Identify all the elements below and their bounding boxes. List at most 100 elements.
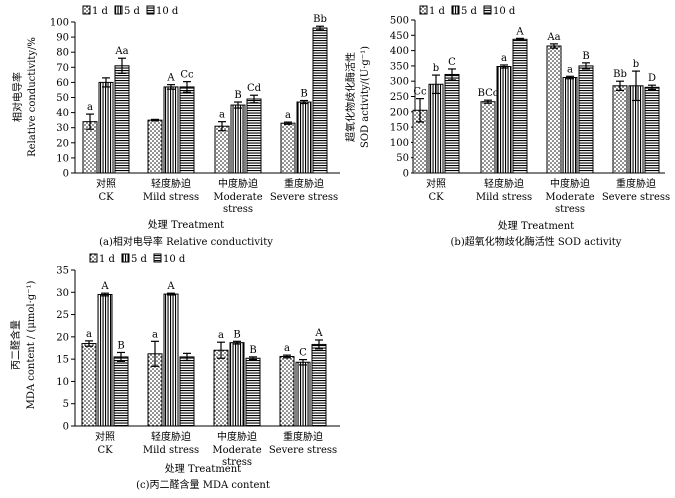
- bar-10d-3: [578, 65, 594, 174]
- category-label-zh: 轻度胁迫: [151, 177, 191, 190]
- y-tick-label: 80: [56, 48, 69, 59]
- category-label-zh: 轻度胁迫: [151, 430, 191, 443]
- significance-label: a: [86, 329, 92, 340]
- bar-5d-4: [296, 101, 312, 174]
- significance-label: B: [117, 340, 124, 351]
- y-tick-label: 50: [396, 153, 409, 164]
- significance-label: a: [219, 110, 225, 121]
- legend-swatch-5d: [114, 5, 123, 15]
- y-tick-label: 5: [63, 399, 69, 410]
- category-label-en: Moderate: [212, 445, 261, 456]
- category-label-zh: 对照: [95, 430, 115, 443]
- y-tick-label: 50: [56, 93, 69, 104]
- bar-1d-4: [612, 85, 628, 174]
- legend-label-1d: 1 d: [99, 254, 116, 265]
- significance-label: Cd: [247, 83, 262, 94]
- category-label-en: CK: [428, 192, 444, 203]
- significance-label: A: [314, 328, 323, 339]
- bar-5d-2: [163, 86, 179, 174]
- category-label-en: stress: [222, 457, 252, 468]
- significance-label: A: [515, 26, 524, 37]
- significance-label: C: [448, 57, 456, 68]
- significance-label: Aa: [546, 32, 560, 43]
- significance-label: C: [299, 348, 307, 359]
- y-tick-label: 250: [390, 92, 409, 103]
- legend-label-1d: 1 d: [429, 6, 446, 17]
- bar-10d-1: [114, 65, 130, 174]
- y-tick-label: 100: [390, 138, 409, 149]
- bar-5d-1: [98, 81, 114, 174]
- legend-swatch-10d: [153, 253, 162, 263]
- legend-label-10d: 10 d: [493, 6, 516, 17]
- legend-label-5d: 5 d: [461, 6, 478, 17]
- bar-10d-4: [312, 27, 328, 174]
- legend-swatch-1d: [89, 253, 98, 263]
- y-tick-label: 400: [390, 46, 409, 57]
- legend-swatch-10d: [146, 5, 155, 15]
- significance-label: Aa: [114, 46, 128, 57]
- y-tick-label: 25: [56, 310, 69, 321]
- significance-label: B: [234, 90, 241, 101]
- category-label-zh: 轻度胁迫: [484, 177, 524, 190]
- category-label-en: Moderate: [213, 192, 262, 203]
- bar-5d-3: [229, 342, 245, 427]
- bar-1d-3: [213, 349, 229, 427]
- category-label-en: CK: [98, 192, 114, 203]
- y-tick-label: 450: [390, 31, 409, 42]
- significance-label: BCc: [478, 88, 499, 99]
- y-tick-label: 150: [390, 123, 409, 134]
- significance-label: b: [433, 63, 439, 74]
- category-label-zh: 对照: [426, 177, 446, 190]
- panel-sod-activity: 超氧化物歧化酶活性 SOD activity/(U·g⁻¹) 处理 Treatm…: [344, 5, 670, 248]
- bar-5d-4: [295, 361, 311, 427]
- y-tick-label: 90: [56, 33, 69, 44]
- panel-caption: (c)丙二醛含量 MDA content: [136, 478, 270, 491]
- category-label-en: Severe stress: [270, 192, 338, 203]
- bar-1d-2: [480, 101, 496, 174]
- y-axis-label-zh: 超氧化物歧化酶活性: [344, 52, 357, 142]
- y-tick-label: 10: [56, 377, 69, 388]
- bar-1d-2: [147, 119, 163, 174]
- category-label-en: Mild stress: [143, 192, 199, 203]
- bar-1d-4: [279, 355, 295, 427]
- panel-relative-conductivity: 相对电导率 Relative conductivity/% 处理 Treatme…: [11, 5, 340, 248]
- category-label-en: stress: [555, 204, 585, 215]
- y-tick-label: 10: [56, 153, 69, 164]
- bar-1d-4: [280, 122, 296, 174]
- category-label-en: Severe stress: [269, 445, 337, 456]
- bar-1d-3: [546, 45, 562, 174]
- y-tick-label: 350: [390, 61, 409, 72]
- significance-label: B: [582, 51, 589, 62]
- significance-label: a: [285, 110, 291, 121]
- y-tick-label: 0: [63, 169, 69, 180]
- y-tick-label: 60: [56, 78, 69, 89]
- y-axis-label-zh: 相对电导率: [11, 72, 24, 122]
- panel-caption: (b)超氧化物歧化酶活性 SOD activity: [451, 235, 622, 248]
- panel-caption: (a)相对电导率 Relative conductivity: [99, 235, 273, 248]
- category-label-zh: 对照: [96, 177, 116, 190]
- bar-10d-4: [644, 86, 660, 174]
- significance-label: B: [249, 345, 256, 356]
- bar-5d-3: [230, 104, 246, 174]
- legend-label-10d: 10 d: [156, 6, 179, 17]
- legend-swatch-5d: [451, 5, 460, 15]
- bar-5d-2: [163, 293, 179, 427]
- y-axis-label-en: MDA content / (μmol·g⁻¹): [26, 281, 37, 410]
- y-tick-label: 500: [390, 16, 409, 27]
- bar-5d-2: [496, 66, 512, 174]
- significance-label: a: [501, 53, 507, 64]
- significance-label: a: [87, 102, 93, 113]
- y-tick-label: 40: [56, 108, 69, 119]
- y-tick-label: 200: [390, 107, 409, 118]
- bar-10d-1: [444, 73, 460, 174]
- y-tick-label: 0: [403, 169, 409, 180]
- y-tick-label: 30: [56, 123, 69, 134]
- y-tick-label: 300: [390, 77, 409, 88]
- y-tick-label: 15: [56, 355, 69, 366]
- category-label-zh: 中度胁迫: [218, 177, 258, 190]
- x-axis-label: 处理 Treatment: [165, 463, 241, 475]
- significance-label: Bb: [613, 69, 627, 80]
- y-axis-label-en: Relative conductivity/%: [27, 37, 38, 157]
- bar-5d-1: [97, 294, 113, 427]
